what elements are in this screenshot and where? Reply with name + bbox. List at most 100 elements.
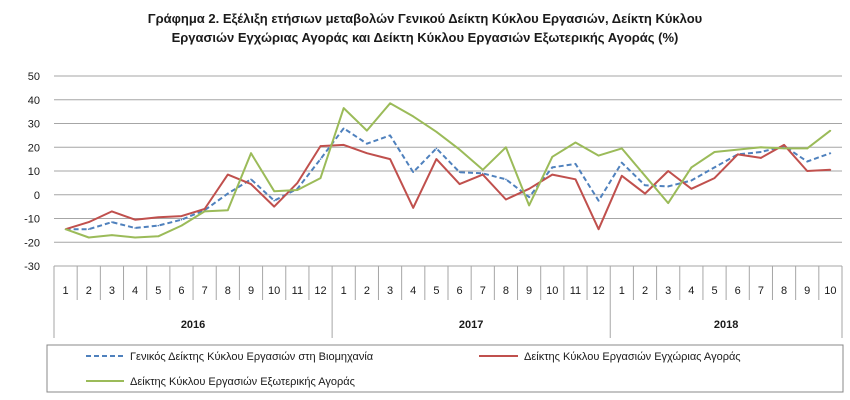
y-tick-label: 50	[28, 71, 40, 83]
x-tick-label: 9	[526, 285, 532, 297]
data-point	[667, 170, 669, 172]
data-point	[273, 190, 275, 192]
series-2	[64, 102, 832, 239]
data-point	[389, 134, 391, 137]
grid-lines	[54, 75, 842, 267]
data-point	[227, 192, 229, 195]
data-point	[621, 161, 623, 164]
data-point	[806, 147, 809, 150]
data-point	[505, 146, 507, 149]
data-point	[644, 184, 646, 187]
data-point	[366, 142, 368, 145]
data-point	[574, 141, 577, 144]
data-point	[111, 210, 113, 213]
data-point	[412, 171, 415, 173]
data-point	[157, 216, 160, 219]
x-tick-label: 8	[225, 285, 231, 297]
data-point	[667, 185, 669, 188]
data-point	[829, 129, 832, 132]
data-point	[574, 178, 577, 181]
x-tick-label: 6	[178, 285, 184, 297]
y-tick-label: 30	[28, 119, 40, 131]
legend-label-1: Δείκτης Κύκλου Εργασιών Εγχώριας Αγοράς	[524, 351, 741, 363]
y-tick-label: 40	[28, 95, 40, 107]
data-point	[342, 127, 345, 130]
y-tick-label: 10	[28, 166, 40, 178]
data-point	[157, 235, 160, 238]
series-layer	[64, 102, 832, 239]
data-point	[227, 173, 229, 176]
data-point	[389, 158, 391, 160]
y-tick-label: 0	[34, 190, 40, 202]
data-point	[250, 183, 252, 185]
x-tick-label: 4	[410, 285, 416, 297]
data-point	[783, 144, 785, 146]
data-point	[342, 107, 345, 109]
data-point	[551, 155, 554, 158]
x-tick-label: 2	[642, 285, 648, 297]
data-point	[157, 224, 160, 227]
data-point	[597, 228, 600, 230]
x-tick-label: 4	[688, 285, 694, 297]
data-point	[180, 218, 183, 221]
data-point	[621, 174, 623, 177]
data-point	[412, 207, 415, 209]
x-tick-label: 5	[433, 285, 439, 297]
data-point	[551, 173, 554, 176]
y-axis-labels: 50 40 30 20 10 0 -10 -20 -30	[24, 71, 40, 273]
data-point	[296, 189, 299, 191]
data-point	[134, 218, 136, 221]
legend-box	[46, 344, 844, 393]
data-point	[458, 148, 461, 151]
series-0	[64, 127, 832, 231]
x-tick-label: 12	[314, 285, 326, 297]
data-point	[736, 153, 739, 156]
x-tick-label: 3	[109, 285, 115, 297]
x-tick-label: 1	[341, 285, 347, 297]
data-point	[366, 129, 368, 132]
x-tick-label: 1	[63, 285, 69, 297]
data-point	[806, 160, 809, 163]
x-tick-label: 2	[364, 285, 370, 297]
data-point	[250, 178, 252, 181]
x-tick-label: 3	[387, 285, 393, 297]
data-point	[690, 179, 693, 182]
data-point	[806, 170, 809, 172]
x-tick-label: 4	[132, 285, 138, 297]
legend-label-2: Δείκτης Κύκλου Εργασιών Εξωτερικής Αγορά…	[130, 376, 355, 388]
data-point	[203, 210, 206, 213]
year-label-2016: 2016	[181, 319, 205, 331]
legend: Γενικός Δείκτης Κύκλου Εργασιών στη Βιομ…	[46, 344, 844, 393]
data-point	[551, 166, 554, 169]
legend-label-0: Γενικός Δείκτης Κύκλου Εργασιών στη Βιομ…	[130, 351, 374, 363]
data-point	[481, 173, 484, 176]
data-point	[458, 171, 461, 173]
data-point	[644, 174, 646, 177]
x-tick-label: 12	[593, 285, 605, 297]
x-tick-label: 8	[781, 285, 787, 297]
data-point	[829, 152, 832, 154]
data-point	[412, 115, 415, 118]
data-point	[690, 166, 693, 169]
x-tick-label: 6	[735, 285, 741, 297]
data-point	[760, 151, 762, 153]
data-point	[713, 151, 716, 153]
data-point	[528, 188, 530, 190]
data-point	[250, 152, 252, 154]
series-line-2	[65, 102, 832, 239]
y-tick-label: 20	[28, 142, 40, 154]
x-tick-label: 5	[155, 285, 161, 297]
x-tick-label: 6	[457, 285, 463, 297]
year-label-2017: 2017	[459, 319, 483, 331]
data-point	[134, 236, 136, 239]
data-point	[528, 196, 530, 198]
data-point	[621, 147, 623, 150]
data-point	[366, 152, 368, 154]
data-point	[87, 228, 90, 230]
data-point	[481, 169, 484, 171]
data-point	[389, 102, 391, 105]
data-point	[227, 209, 229, 211]
series-line-0	[65, 127, 831, 231]
